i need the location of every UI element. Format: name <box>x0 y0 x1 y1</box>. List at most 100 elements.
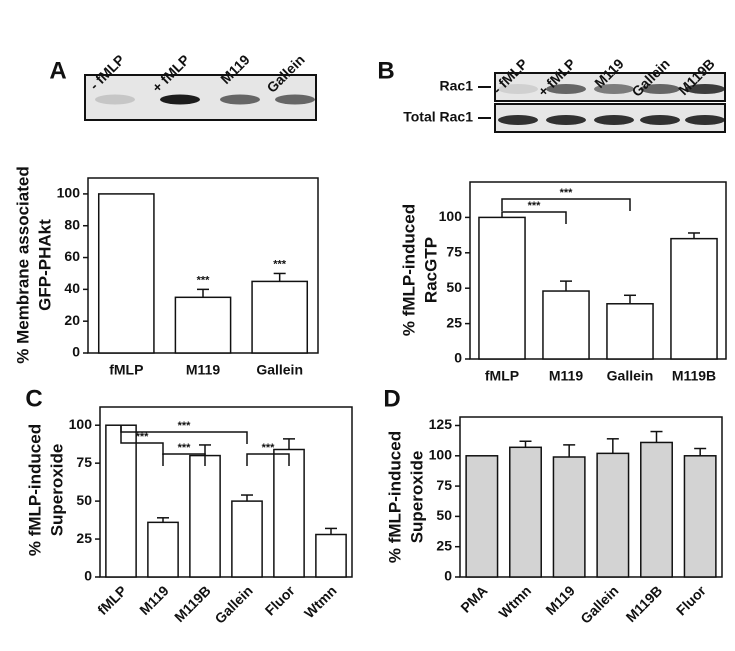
panel-letter: A <box>49 57 66 84</box>
x-tick-label: fMLP <box>485 368 519 384</box>
y-axis-label: GFP-PHAkt <box>35 219 54 311</box>
y-tick-label: 0 <box>84 568 92 584</box>
x-tick-label: Gallein <box>256 362 303 378</box>
blot-band <box>160 94 200 105</box>
error-bar <box>694 447 707 456</box>
x-tick-label: M119 <box>136 582 172 618</box>
significance-label: *** <box>528 200 542 212</box>
blot-band <box>275 94 315 105</box>
bar <box>596 452 630 578</box>
error-bar <box>650 430 663 443</box>
bar <box>315 533 347 578</box>
y-tick-label: 0 <box>454 350 462 366</box>
significance-label: *** <box>197 274 211 286</box>
y-tick-label: 80 <box>64 216 80 232</box>
y-tick-label: 0 <box>72 344 80 360</box>
blot-band <box>640 84 680 94</box>
x-tick-label: Wtmn <box>301 582 340 621</box>
blot-band <box>498 84 538 94</box>
bar <box>542 290 590 360</box>
x-tick-label: Fluor <box>262 582 298 618</box>
significance-label: *** <box>262 442 276 454</box>
x-tick-label: M119B <box>171 582 214 625</box>
blot-band <box>594 84 634 94</box>
bar <box>465 455 499 578</box>
x-tick-label: Wtmn <box>495 582 534 621</box>
y-tick-label: 125 <box>429 416 453 432</box>
y-axis-label: % fMLP-induced <box>399 204 418 336</box>
bar <box>670 237 718 360</box>
panel-letter: C <box>25 385 42 412</box>
y-tick-label: 75 <box>446 244 462 260</box>
y-tick-label: 50 <box>436 507 452 523</box>
x-tick-label: Gallein <box>577 582 621 626</box>
x-tick-label: M119B <box>672 368 716 384</box>
significance-label: *** <box>178 442 192 454</box>
blot-band <box>685 115 725 125</box>
blot-band <box>498 115 538 125</box>
plot-frame <box>469 181 727 360</box>
blot-band <box>95 94 135 105</box>
bar <box>251 280 309 354</box>
bar <box>97 193 155 354</box>
bar <box>478 216 526 360</box>
blot-band <box>594 115 634 125</box>
y-axis-label: Superoxide <box>407 451 426 544</box>
blot-band <box>546 115 586 125</box>
y-tick-label: 100 <box>439 208 463 224</box>
error-bar <box>325 527 337 535</box>
blot-band <box>685 84 725 94</box>
x-tick-label: M119 <box>549 368 583 384</box>
bar <box>105 424 137 578</box>
panel-letter: D <box>383 385 400 412</box>
y-tick-label: 25 <box>446 314 462 330</box>
x-tick-label: M119 <box>542 582 578 618</box>
y-tick-label: 0 <box>444 568 452 584</box>
bar <box>231 500 263 578</box>
significance-bracket <box>120 425 164 455</box>
x-tick-label: Gallein <box>211 582 255 626</box>
y-axis-label: Superoxide <box>47 444 66 537</box>
blot-band <box>640 115 680 125</box>
error-bar <box>688 232 700 239</box>
error-bar <box>560 280 572 292</box>
error-bar <box>519 440 532 448</box>
significance-label: *** <box>136 431 150 443</box>
y-tick-label: 100 <box>57 185 81 201</box>
error-bar <box>241 494 253 502</box>
blot-band <box>546 84 586 94</box>
significance-bracket <box>120 425 248 444</box>
bar <box>509 446 542 578</box>
blot-band <box>220 94 260 105</box>
y-axis-label: % fMLP-induced <box>385 431 404 563</box>
significance-label: *** <box>178 420 192 432</box>
error-bar <box>273 272 286 282</box>
plot-frame <box>99 406 353 578</box>
bar <box>683 455 717 578</box>
y-tick-label: 100 <box>69 416 93 432</box>
x-tick-label: PMA <box>457 582 490 615</box>
x-tick-label: fMLP <box>94 582 130 618</box>
bar <box>147 521 179 578</box>
significance-bracket <box>162 453 206 466</box>
y-tick-label: 75 <box>76 454 92 470</box>
error-bar <box>157 517 169 523</box>
x-tick-label: M119B <box>623 582 666 625</box>
bar <box>606 303 654 360</box>
y-tick-label: 75 <box>436 477 452 493</box>
error-bar <box>606 438 619 454</box>
y-tick-label: 25 <box>436 537 452 553</box>
bar <box>640 441 673 578</box>
significance-bracket <box>501 211 567 224</box>
x-tick-label: M119 <box>186 362 220 378</box>
error-bar <box>624 294 636 304</box>
x-tick-label: Gallein <box>607 368 654 384</box>
y-axis-label: % fMLP-induced <box>25 424 44 556</box>
significance-bracket <box>246 453 290 466</box>
error-bar <box>563 444 576 457</box>
y-tick-label: 25 <box>76 530 92 546</box>
bar <box>552 456 586 578</box>
panel-letter: B <box>377 57 394 84</box>
y-axis-label: % Membrane associated <box>13 166 32 363</box>
y-tick-label: 20 <box>64 312 80 328</box>
